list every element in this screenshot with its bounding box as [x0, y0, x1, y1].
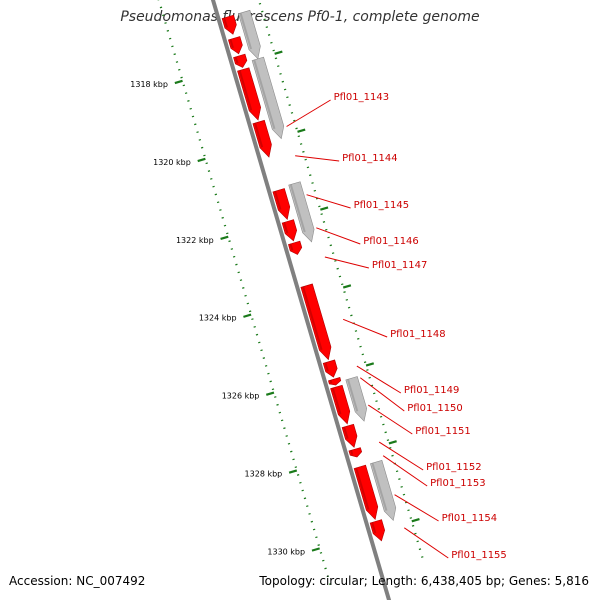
gene-label-leader [316, 227, 361, 245]
major-tick-1324 [243, 313, 252, 318]
gene-arrow-track1-2-shade [234, 56, 239, 64]
gene-arrow-track1-12-shade [343, 426, 349, 439]
gene-arrow-track1-1 [228, 36, 243, 55]
major-tick-right-1330 [411, 518, 420, 523]
gene-label-leader [324, 256, 369, 269]
kbp-tick-label: 1318 kbp [130, 80, 168, 89]
major-tick-1318 [174, 79, 183, 85]
gene-arrow-track1-7-shade [289, 243, 294, 251]
gene-arrow-track1-9-shade [324, 362, 329, 372]
gene-label-Pfl01_1149: Pfl01_1149 [404, 385, 460, 396]
gene-label-Pfl01_1151: Pfl01_1151 [415, 426, 471, 437]
gene-arrow-track1-1-shade [229, 39, 234, 49]
gene-label-leader [359, 377, 405, 412]
gene-label-leader [342, 318, 388, 338]
gene-label-Pfl01_1150: Pfl01_1150 [407, 403, 463, 414]
major-tick-right-1324 [342, 284, 352, 289]
major-tick-right-1328 [388, 440, 397, 445]
gene-label-Pfl01_1155: Pfl01_1155 [451, 550, 507, 561]
gene-arrow-track2-3-shade [347, 379, 359, 412]
kbp-tick-label: 1330 kbp [267, 547, 305, 556]
gene-arrow-track2-1-shade [253, 59, 276, 130]
gene-arrow-track1-15-shade [371, 522, 377, 534]
major-tick-1320 [197, 157, 206, 163]
gene-arrow-track2-4-shade [371, 462, 388, 511]
gene-label-Pfl01_1145: Pfl01_1145 [354, 200, 410, 211]
gene-arrow-track2-0-shade [239, 12, 252, 50]
gene-arrow-track1-14-shade [355, 467, 370, 510]
gene-arrow-track1-7 [288, 240, 303, 255]
gene-label-Pfl01_1147: Pfl01_1147 [372, 260, 428, 271]
gene-label-Pfl01_1143: Pfl01_1143 [334, 92, 390, 103]
gene-arrow-track2-2-shade [289, 184, 306, 233]
gene-label-Pfl01_1154: Pfl01_1154 [442, 513, 498, 524]
kbp-tick-label: 1326 kbp [222, 392, 260, 401]
kbp-tick-label: 1320 kbp [153, 158, 191, 167]
gene-arrow-track1-10-shade [329, 379, 333, 384]
gene-label-leader [382, 455, 428, 487]
gene-label-leader [295, 155, 340, 162]
gene-arrow-track1-2 [233, 53, 248, 68]
gene-arrow-track1-8-shade [302, 286, 323, 351]
gene-arrow-track1-5-shade [274, 191, 282, 210]
accession-text: Accession: NC_007492 [9, 574, 146, 588]
gene-label-leader [306, 194, 351, 209]
gene-arrow-track1-13 [348, 447, 363, 458]
genome-summary-text: Topology: circular; Length: 6,438,405 bp… [259, 574, 589, 588]
gene-arrow-track1-13-shade [350, 450, 354, 455]
major-tick-1328 [288, 469, 298, 474]
gene-arrow-track1-4-shade [254, 122, 264, 148]
gene-label-leader [286, 99, 331, 127]
gene-label-Pfl01_1152: Pfl01_1152 [426, 462, 482, 473]
gene-arrow-track1-11-shade [331, 387, 342, 415]
map-title: Pseudomonas fluorescens Pf0-1, complete … [120, 9, 480, 25]
gene-arrow-track1-3-shade [238, 70, 253, 111]
gene-label-leader [404, 527, 449, 559]
major-tick-1326 [265, 391, 275, 396]
kbp-tick-label: 1322 kbp [176, 236, 214, 245]
gene-arrow-track1-6-shade [283, 222, 289, 234]
major-tick-1322 [220, 235, 229, 241]
gene-arrow-track1-0-shade [223, 17, 228, 28]
major-tick-right-1318 [274, 50, 283, 55]
major-tick-right-1326 [365, 362, 375, 367]
major-tick-1330 [311, 547, 320, 552]
major-tick-right-1320 [297, 128, 306, 133]
major-tick-right-1322 [320, 206, 329, 211]
backbone-line [210, 0, 392, 600]
gene-arrow-track1-9 [322, 359, 338, 378]
gene-label-leader [356, 365, 402, 394]
gene-label-Pfl01_1148: Pfl01_1148 [390, 329, 446, 340]
gene-label-leader [378, 441, 424, 471]
gene-label-leader [368, 404, 413, 435]
gene-label-Pfl01_1146: Pfl01_1146 [363, 236, 419, 247]
gene-label-Pfl01_1144: Pfl01_1144 [342, 153, 398, 164]
kbp-tick-label: 1324 kbp [199, 314, 237, 323]
gene-label-leader [394, 494, 439, 522]
kbp-tick-label: 1328 kbp [245, 470, 283, 479]
gene-label-Pfl01_1153: Pfl01_1153 [430, 478, 486, 489]
